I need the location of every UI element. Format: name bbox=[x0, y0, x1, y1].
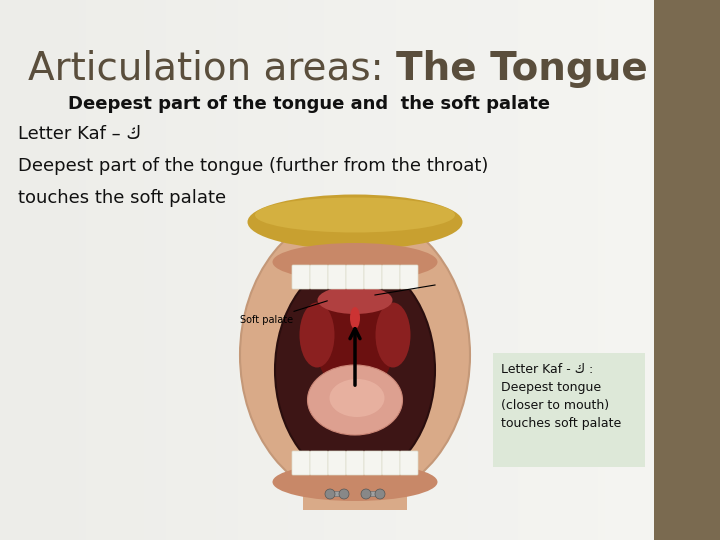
Ellipse shape bbox=[318, 286, 392, 314]
Ellipse shape bbox=[376, 302, 410, 368]
Ellipse shape bbox=[272, 463, 438, 501]
FancyBboxPatch shape bbox=[310, 265, 328, 289]
FancyBboxPatch shape bbox=[400, 451, 418, 475]
Ellipse shape bbox=[315, 285, 395, 395]
Text: Deepest tongue: Deepest tongue bbox=[501, 381, 601, 394]
FancyBboxPatch shape bbox=[328, 451, 346, 475]
Text: Deepest part of the tongue and  the soft palate: Deepest part of the tongue and the soft … bbox=[68, 95, 550, 113]
FancyBboxPatch shape bbox=[346, 265, 364, 289]
Text: The Tongue: The Tongue bbox=[396, 50, 648, 88]
Text: Letter Kaf – ك: Letter Kaf – ك bbox=[18, 125, 141, 143]
Text: (closer to mouth): (closer to mouth) bbox=[501, 399, 609, 412]
FancyBboxPatch shape bbox=[382, 451, 400, 475]
FancyBboxPatch shape bbox=[364, 451, 382, 475]
FancyBboxPatch shape bbox=[310, 451, 328, 475]
FancyBboxPatch shape bbox=[303, 430, 407, 510]
Circle shape bbox=[361, 489, 371, 499]
FancyBboxPatch shape bbox=[654, 0, 720, 540]
Text: Soft palate: Soft palate bbox=[240, 301, 328, 325]
Ellipse shape bbox=[255, 198, 455, 233]
Text: Deepest part of the tongue (further from the throat): Deepest part of the tongue (further from… bbox=[18, 157, 488, 175]
Circle shape bbox=[375, 489, 385, 499]
FancyBboxPatch shape bbox=[292, 451, 310, 475]
Circle shape bbox=[325, 489, 335, 499]
FancyBboxPatch shape bbox=[382, 265, 400, 289]
Ellipse shape bbox=[330, 379, 384, 417]
FancyBboxPatch shape bbox=[366, 491, 380, 496]
FancyBboxPatch shape bbox=[493, 353, 645, 467]
FancyBboxPatch shape bbox=[346, 451, 364, 475]
FancyBboxPatch shape bbox=[364, 265, 382, 289]
Ellipse shape bbox=[275, 260, 435, 480]
FancyBboxPatch shape bbox=[400, 265, 418, 289]
Ellipse shape bbox=[307, 365, 402, 435]
Ellipse shape bbox=[248, 194, 462, 249]
Text: Letter Kaf - ك :: Letter Kaf - ك : bbox=[501, 363, 593, 376]
Text: touches soft palate: touches soft palate bbox=[501, 417, 621, 430]
Ellipse shape bbox=[300, 302, 335, 368]
Text: Articulation areas:: Articulation areas: bbox=[28, 50, 396, 88]
FancyBboxPatch shape bbox=[330, 491, 344, 496]
FancyBboxPatch shape bbox=[292, 265, 310, 289]
Ellipse shape bbox=[350, 307, 360, 329]
Ellipse shape bbox=[240, 210, 470, 500]
Text: touches the soft palate: touches the soft palate bbox=[18, 189, 226, 207]
FancyBboxPatch shape bbox=[328, 265, 346, 289]
Ellipse shape bbox=[272, 243, 438, 281]
Circle shape bbox=[339, 489, 349, 499]
